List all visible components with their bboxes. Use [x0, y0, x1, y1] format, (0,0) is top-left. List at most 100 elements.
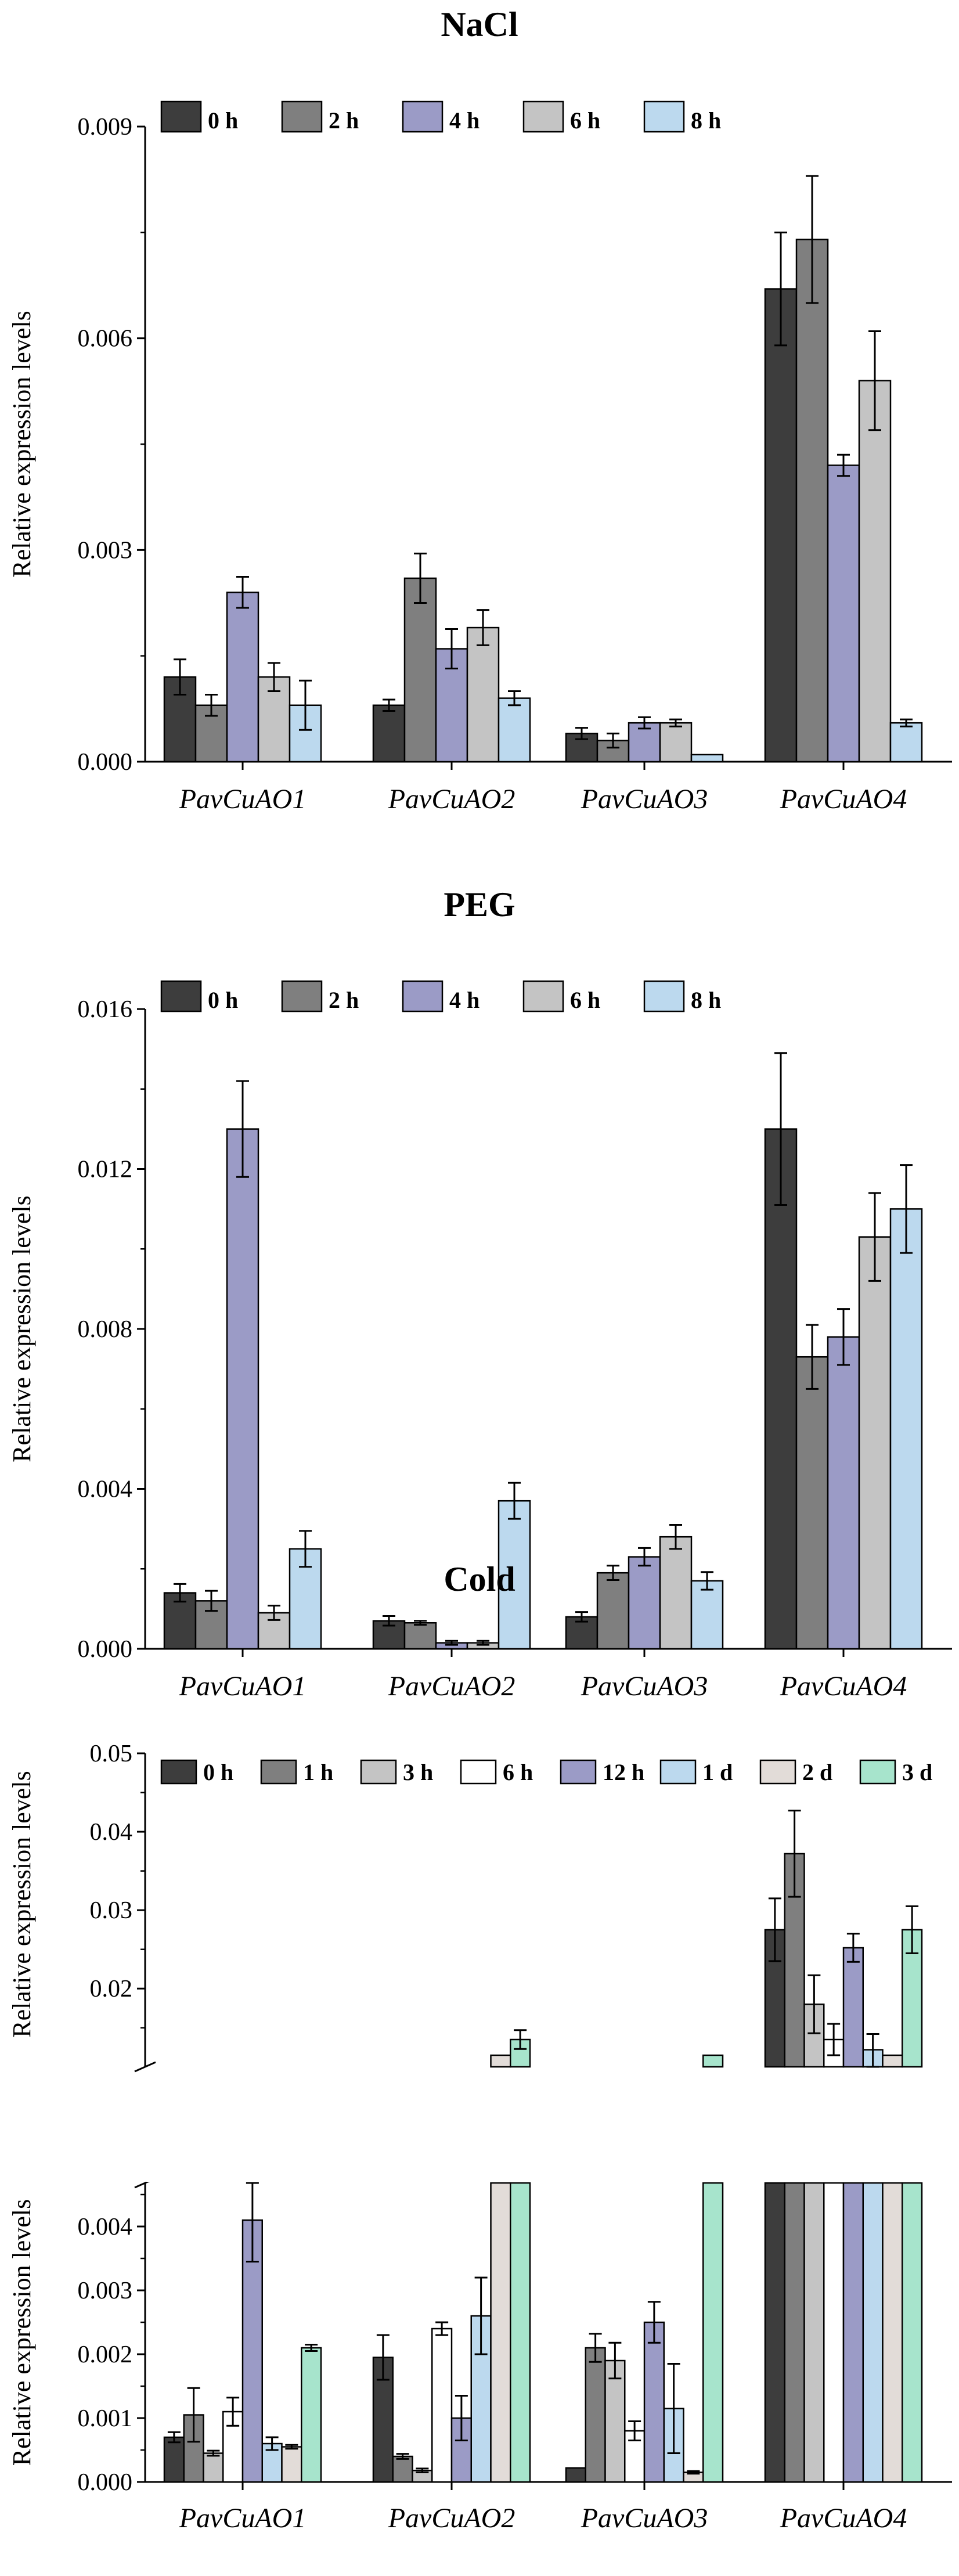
- y-tick-label: 0.012: [78, 1157, 133, 1183]
- bar-pavcuao2-3-d-lower: [510, 2182, 531, 2483]
- legend-label-4-h: 4 h: [449, 987, 480, 1013]
- y-tick-label: 0.004: [78, 1476, 133, 1503]
- bar-pavcuao2-0-h: [372, 704, 406, 763]
- legend-label-2-h: 2 h: [329, 107, 359, 134]
- bar-pavcuao3-8-h: [690, 754, 724, 763]
- bar-pavcuao3-8-h: [690, 1580, 724, 1650]
- y-tick-label: 0.05: [90, 1741, 133, 1767]
- bar-pavcuao2-1-h: [392, 2455, 413, 2483]
- x-tick-label: PavCuAO3: [581, 2503, 708, 2534]
- bar-pavcuao2-8-h: [497, 1500, 531, 1650]
- y-tick-label: 0.002: [78, 2341, 133, 2368]
- bar-pavcuao4-12-h-lower: [842, 2182, 864, 2483]
- bar-pavcuao3-3-d-upper: [702, 2054, 724, 2068]
- legend-swatch-0-h: [160, 980, 202, 1013]
- legend-swatch-8-h: [643, 980, 685, 1013]
- legend-swatch-4-h: [402, 100, 444, 133]
- bar-pavcuao4-12-h-upper: [842, 1947, 864, 2068]
- bar-pavcuao1-4-h: [226, 592, 259, 763]
- bar-pavcuao2-8-h: [497, 697, 531, 763]
- bar-pavcuao1-3-h: [203, 2452, 224, 2483]
- y-tick-label: 0.000: [78, 749, 133, 776]
- bar-pavcuao4-8-h: [889, 1208, 923, 1650]
- bar-pavcuao4-2-h: [795, 239, 829, 763]
- y-axis-label-lower: Relative expression levels: [8, 2199, 36, 2466]
- legend-label-1-d: 1 d: [702, 1759, 733, 1785]
- bar-pavcuao4-0-h: [764, 1128, 798, 1650]
- bar-pavcuao3-6-h: [659, 1536, 693, 1650]
- legend-label-3-d: 3 d: [902, 1759, 932, 1785]
- legend-label-12-h: 12 h: [603, 1759, 644, 1785]
- bar-pavcuao3-3-d-lower: [702, 2182, 724, 2483]
- legend-label-3-h: 3 h: [403, 1759, 433, 1785]
- legend-label-0-h: 0 h: [208, 107, 238, 134]
- y-tick-label: 0.003: [78, 537, 133, 564]
- y-tick-label: 0.001: [78, 2405, 133, 2432]
- x-tick-label: PavCuAO2: [388, 1671, 515, 1702]
- bar-pavcuao2-6-h: [466, 626, 500, 763]
- y-tick-label: 0.008: [78, 1316, 133, 1343]
- legend-swatch-1-d: [659, 1759, 697, 1785]
- legend-swatch-3-d: [859, 1759, 896, 1785]
- x-tick-label: PavCuAO2: [388, 784, 515, 815]
- legend-label-6-h: 6 h: [570, 107, 600, 134]
- chart-title: NaCl: [441, 5, 518, 44]
- legend-label-2-d: 2 d: [802, 1759, 832, 1785]
- bar-pavcuao1-4-h: [226, 1128, 259, 1650]
- x-tick-label: PavCuAO1: [179, 784, 307, 815]
- y-tick-label: 0.000: [78, 2469, 133, 2496]
- bar-pavcuao3-2-h: [596, 1572, 630, 1650]
- legend-swatch-2-h: [281, 980, 323, 1013]
- y-axis-label-upper: Relative expression levels: [8, 1771, 36, 2037]
- bar-pavcuao2-2-d-upper: [490, 2054, 511, 2068]
- y-tick-label: 0.004: [78, 2214, 133, 2240]
- legend-swatch-6-h: [522, 980, 564, 1013]
- y-axis-label: Relative expression levels: [8, 1195, 36, 1462]
- bar-pavcuao4-6-h: [858, 380, 892, 763]
- bar-pavcuao2-2-h: [403, 577, 437, 763]
- bar-pavcuao3-0-h: [565, 2467, 586, 2483]
- y-tick-label: 0.000: [78, 1636, 133, 1663]
- bar-pavcuao2-2-d-lower: [490, 2182, 511, 2483]
- x-tick-label: PavCuAO4: [780, 1671, 907, 1702]
- axis-break-mark: [134, 2061, 156, 2073]
- x-tick-label: PavCuAO1: [179, 1671, 307, 1702]
- legend-swatch-6-h: [460, 1759, 497, 1785]
- bar-pavcuao2-0-h: [372, 2357, 394, 2483]
- legend-label-0-h: 0 h: [203, 1759, 233, 1785]
- bar-pavcuao4-6-h: [858, 1236, 892, 1650]
- bar-pavcuao2-6-h: [431, 2328, 453, 2483]
- legend-label-8-h: 8 h: [691, 107, 721, 134]
- chart-peg: PEG 0.000 0.004 0.008 0.012 0.016 Relative exp…: [8, 885, 952, 1702]
- bar-pavcuao2-2-h: [403, 1622, 437, 1650]
- legend-label-4-h: 4 h: [449, 107, 480, 134]
- bar-pavcuao4-1-d-lower: [862, 2182, 884, 2483]
- axis-break-gap: [146, 2068, 953, 2182]
- bar-pavcuao1-0-h: [163, 2436, 185, 2483]
- bar-pavcuao4-1-h-lower: [784, 2182, 805, 2483]
- legend-swatch-2-d: [759, 1759, 796, 1785]
- y-tick-label: 0.03: [90, 1897, 133, 1924]
- legend-swatch-0-h: [160, 100, 202, 133]
- bar-pavcuao3-12-h: [643, 2321, 665, 2483]
- legend-swatch-6-h: [522, 100, 564, 133]
- legend-swatch-0-h: [160, 1759, 197, 1785]
- legend-label-8-h: 8 h: [691, 987, 721, 1013]
- x-tick-label: PavCuAO4: [780, 2503, 907, 2534]
- legend-label-6-h: 6 h: [570, 987, 600, 1013]
- bar-pavcuao1-12-h: [241, 2219, 263, 2483]
- x-tick-label: PavCuAO1: [179, 2503, 307, 2534]
- legend-label-6-h: 6 h: [503, 1759, 533, 1785]
- bar-pavcuao4-3-d-lower: [902, 2182, 923, 2483]
- bar-pavcuao3-3-h: [604, 2359, 626, 2483]
- y-tick-label: 0.009: [78, 114, 133, 140]
- legend-label-0-h: 0 h: [208, 987, 238, 1013]
- x-tick-label: PavCuAO4: [780, 784, 907, 815]
- bar-pavcuao2-1-d: [470, 2315, 492, 2483]
- y-tick-label: 0.02: [90, 1976, 133, 2002]
- legend-swatch-4-h: [402, 980, 444, 1013]
- bar-pavcuao4-4-h: [827, 1336, 860, 1650]
- bar-pavcuao3-4-h: [628, 1556, 661, 1650]
- bar-pavcuao1-2-d: [281, 2446, 302, 2483]
